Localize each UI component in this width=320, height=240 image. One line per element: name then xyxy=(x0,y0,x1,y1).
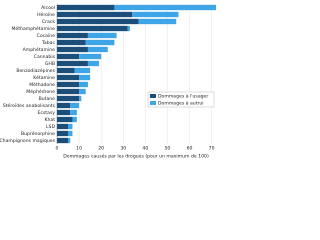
bar-segment xyxy=(57,39,86,46)
y-tick-label: Méthamphétamine xyxy=(11,25,55,32)
bar-segment xyxy=(72,116,77,123)
bar-segment xyxy=(79,88,86,95)
bar-segment xyxy=(68,130,73,137)
bar-segment xyxy=(85,39,115,46)
x-tick-label: 10 xyxy=(76,146,82,152)
y-tick-label: Amphétamine xyxy=(23,46,56,53)
bar-segment xyxy=(132,11,179,18)
y-tick-label: Crack xyxy=(42,19,55,25)
y-tick-label: Benzodiazépines xyxy=(16,67,55,74)
y-tick-label: Tabac xyxy=(41,40,56,46)
bar-segment xyxy=(57,53,80,60)
y-tick-label: Butane xyxy=(39,96,56,102)
x-tick-label: 30 xyxy=(120,146,126,152)
y-tick-label: GHB xyxy=(45,61,55,67)
bar-segment xyxy=(68,137,71,144)
x-tick-label: 0 xyxy=(56,146,59,152)
bar-segment xyxy=(57,67,75,74)
page: {"chart_data": {"type": "stacked-barh", … xyxy=(0,4,216,160)
bar-segment xyxy=(57,88,80,95)
bar-segment xyxy=(57,46,88,53)
bar-segment xyxy=(79,74,91,81)
bar-segment xyxy=(70,102,80,109)
y-tick-label: Champignons magiques xyxy=(0,138,56,144)
x-tick-label: 20 xyxy=(98,146,104,152)
bar-segment xyxy=(138,18,177,25)
legend-label: Dommages à autrui xyxy=(158,100,204,107)
legend-swatch xyxy=(150,101,156,105)
bar-segment xyxy=(57,109,71,116)
legend-swatch xyxy=(150,94,156,98)
bar-segment xyxy=(57,116,73,123)
bar-segment xyxy=(79,53,102,60)
bar-segment xyxy=(114,4,216,11)
y-tick-label: Kétamine xyxy=(33,74,55,81)
bar-segment xyxy=(57,95,80,102)
x-tick-label: 60 xyxy=(187,146,193,152)
bar-segment xyxy=(87,46,108,53)
y-tick-label: Alcool xyxy=(41,5,55,11)
bar-segment xyxy=(57,4,115,11)
bar-segment xyxy=(57,137,69,144)
bar-segment xyxy=(70,109,77,116)
bar-segment xyxy=(68,123,73,130)
x-tick-label: 40 xyxy=(142,146,148,152)
y-tick-label: Stéroïdes anabolisants xyxy=(3,102,56,109)
y-tick-label: Cannabis xyxy=(34,54,56,60)
y-tick-label: Méphédrone xyxy=(26,88,55,95)
x-tick-label: 70 xyxy=(209,146,215,152)
y-tick-label: Khat xyxy=(44,117,55,123)
y-tick-label: Ecstasy xyxy=(37,110,55,116)
bar-segment xyxy=(87,60,99,67)
bar-segment xyxy=(57,123,69,130)
legend-label: Dommages à l'usager xyxy=(158,93,208,100)
x-tick-label: 50 xyxy=(164,146,170,152)
bar-segment xyxy=(57,18,139,25)
y-tick-label: Méthadone xyxy=(29,81,55,88)
bar-segment xyxy=(57,74,80,81)
bar-segment xyxy=(57,32,88,39)
x-axis-title: Dommages causés par les drogues (pour un… xyxy=(63,153,209,160)
bar-segment xyxy=(57,11,133,18)
y-tick-label: Buprénorphine xyxy=(21,130,55,137)
bar-segment xyxy=(57,102,71,109)
bar-segment xyxy=(79,81,88,88)
y-tick-label: LSD xyxy=(46,124,55,130)
chart: Dommages causés par les drogues (pour un… xyxy=(0,4,216,160)
bar-segment xyxy=(57,60,88,67)
bar-segment xyxy=(74,67,91,74)
bar-segment xyxy=(57,25,128,32)
bar-segment xyxy=(79,95,82,102)
y-tick-label: Cocaïne xyxy=(37,33,56,39)
bar-segment xyxy=(127,25,130,32)
y-tick-label: Héroïne xyxy=(37,11,55,18)
legend-box xyxy=(147,91,215,108)
bar-segment xyxy=(57,130,69,137)
bar-segment xyxy=(57,81,80,88)
bar-segment xyxy=(87,32,117,39)
